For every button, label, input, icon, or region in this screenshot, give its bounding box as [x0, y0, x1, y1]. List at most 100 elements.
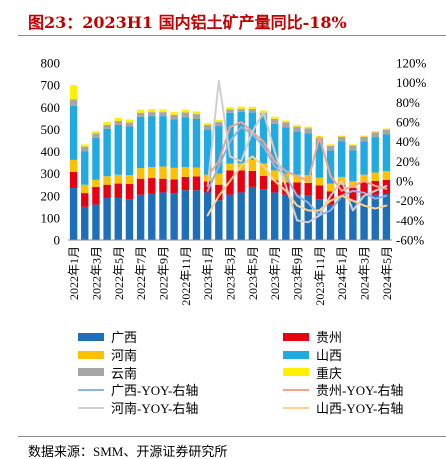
x-tick-label: 2023年9月	[291, 246, 305, 300]
x-tick-label: 2024年5月	[380, 246, 394, 300]
bar-guangxi	[114, 197, 122, 240]
bar-guangxi	[371, 194, 379, 240]
bar-chongqing	[382, 128, 391, 130]
y-right-tick-label: 0%	[396, 174, 414, 189]
legend-label: 山西	[316, 348, 343, 364]
bar-yunnan	[326, 145, 335, 151]
bar-guizhou	[349, 188, 357, 201]
x-tick-label: 2022年3月	[89, 246, 103, 300]
bar-chongqing	[270, 116, 279, 119]
bar-yunnan	[293, 126, 301, 132]
bar-chongqing	[192, 111, 201, 115]
bar-henan	[103, 176, 111, 185]
bar-shanxi	[248, 112, 257, 160]
bar-guangxi	[270, 192, 279, 240]
bar-yunnan	[125, 122, 134, 127]
bar-chongqing	[148, 109, 156, 113]
legend-item-guangxi: 广西	[78, 328, 283, 346]
bar-guangxi	[226, 194, 234, 240]
bar-guizhou	[114, 183, 122, 198]
legend-item-shanxi: 山西	[283, 346, 438, 364]
bar-guangxi	[125, 199, 134, 240]
bar-guizhou	[92, 186, 100, 205]
bar-guizhou	[159, 178, 167, 193]
bar-guangxi	[237, 192, 245, 240]
bar-chongqing	[81, 144, 89, 147]
source-divider	[18, 436, 446, 437]
bar-shanxi	[371, 137, 379, 173]
bar-guizhou	[326, 191, 335, 205]
bar-yunnan	[69, 99, 78, 106]
legend-label: 河南-YOY-右轴	[111, 401, 199, 417]
bar-yunnan	[170, 114, 178, 120]
bar-henan	[259, 163, 268, 176]
bar-chongqing	[349, 144, 357, 146]
y-left-tick-label: 600	[41, 100, 61, 115]
bar-shanxi	[315, 142, 324, 178]
bar-guangxi	[181, 190, 190, 240]
y-left-tick-label: 400	[41, 144, 61, 159]
bar-shanxi	[349, 150, 357, 182]
bar-henan	[248, 159, 257, 171]
bar-shanxi	[136, 116, 145, 169]
bar-yunnan	[248, 109, 257, 113]
bar-henan	[326, 183, 335, 192]
bar-chongqing	[92, 131, 100, 134]
bar-chongqing	[304, 126, 312, 129]
bar-shanxi	[293, 131, 301, 175]
legend-line-swatch	[283, 388, 309, 391]
x-tick-label: 2023年1月	[201, 246, 215, 300]
bar-guangxi	[92, 204, 100, 240]
bar-yunnan	[203, 124, 212, 130]
y-left-tick-label: 300	[41, 166, 61, 181]
bar-shanxi	[282, 127, 290, 174]
legend-color-swatch	[78, 350, 104, 359]
y-left-tick-label: 800	[41, 56, 61, 71]
legend-color-swatch	[78, 368, 104, 377]
bar-guangxi	[282, 194, 290, 240]
bar-yunnan	[159, 112, 167, 117]
chart-title: 图23：2023H1 国内铝土矿产量同比-18%	[28, 13, 347, 32]
x-tick-label: 2022年11月	[179, 246, 193, 306]
bar-guangxi	[136, 194, 145, 240]
legend-item-henan: 河南	[78, 346, 283, 364]
yoy-lines-group	[206, 79, 388, 224]
bar-shanxi	[181, 117, 190, 167]
bar-henan	[69, 159, 78, 172]
bar-guangxi	[248, 186, 257, 240]
bar-henan	[114, 174, 122, 184]
x-tick-label: 2024年1月	[335, 246, 349, 300]
bar-shanxi	[148, 116, 156, 167]
x-tick-label: 2023年11月	[313, 246, 327, 306]
bar-chongqing	[293, 124, 301, 127]
bar-shanxi	[304, 133, 312, 176]
legend-color-swatch	[283, 332, 309, 341]
bar-guangxi	[69, 188, 78, 240]
legend: 广西 贵州 河南 山西 云南 重庆 广西-YOY-右轴 贵州-YOY-右轴 河南-YOY-右轴 山…	[78, 328, 438, 416]
legend-item-guizhou: 贵州	[283, 328, 438, 346]
bar-yunnan	[92, 133, 100, 138]
legend-item-chongqing: 重庆	[283, 363, 438, 381]
bar-guizhou	[315, 185, 324, 200]
bar-chongqing	[159, 109, 167, 113]
bar-guizhou	[360, 182, 368, 196]
bar-guizhou	[215, 184, 223, 201]
bar-chongqing	[371, 131, 379, 133]
bar-henan	[349, 181, 357, 189]
bar-yunnan	[382, 129, 391, 135]
bar-chongqing	[360, 135, 368, 137]
y-left-tick-label: 100	[41, 210, 61, 225]
bar-yunnan	[81, 146, 89, 152]
bar-guizhou	[125, 184, 134, 200]
bar-guangxi	[159, 192, 167, 240]
bar-guizhou	[270, 180, 279, 193]
bar-guizhou	[69, 171, 78, 189]
line-shanxi-yoy	[206, 155, 388, 217]
line-guangxi-yoy	[206, 125, 388, 217]
bar-guangxi	[382, 193, 391, 240]
y-left-tick-label: 500	[41, 122, 61, 137]
bar-guizhou	[293, 182, 301, 195]
bar-guangxi	[215, 200, 223, 240]
bar-yunnan	[338, 136, 346, 142]
bar-chongqing	[69, 85, 78, 100]
